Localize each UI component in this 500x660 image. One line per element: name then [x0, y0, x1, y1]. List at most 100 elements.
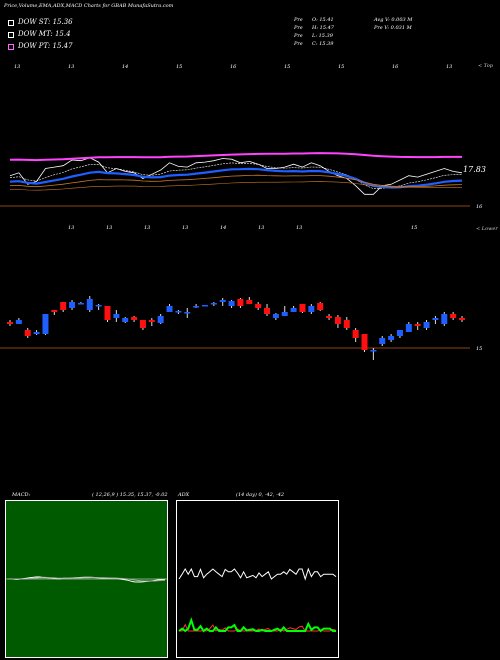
stat-high: H: 15.47: [312, 25, 334, 31]
adx-label: ADX: [178, 492, 190, 498]
candle-up: [157, 316, 164, 323]
candle-down: [450, 314, 457, 318]
ema-date-label: 16: [230, 64, 237, 70]
macd-chart: [6, 576, 167, 583]
candle-down: [317, 303, 324, 310]
candle-up: [228, 301, 235, 306]
candle-down: [24, 330, 31, 336]
candle-date-label: 13: [258, 225, 265, 231]
ema-date-label: 15: [284, 64, 291, 70]
candle-up: [15, 320, 22, 324]
candle-down: [334, 317, 341, 324]
ema-date-label: 15: [176, 64, 183, 70]
legend-pt: DOW PT: 15.47: [18, 42, 73, 50]
candle-up: [281, 312, 288, 316]
ema-date-label: 15: [338, 64, 345, 70]
candle-up: [193, 306, 200, 308]
macd-signal-line: [8, 577, 166, 582]
candle-down: [459, 318, 465, 320]
ema-price-line: [9, 157, 463, 195]
candle-right-top-label: 15: [411, 225, 418, 231]
adx-plus-di-line: [178, 617, 336, 633]
candle-down: [131, 317, 138, 320]
candle-date-label: 13: [182, 225, 189, 231]
candle-date-label: 13: [296, 225, 303, 231]
macd-params: ( 12,26,9 ) 15.35, 15.37, -0.02: [92, 492, 168, 498]
candle-up: [423, 322, 430, 328]
candle-chart: [0, 296, 470, 360]
candle-up: [441, 314, 448, 324]
candle-down: [148, 320, 155, 322]
candle-up: [42, 314, 49, 334]
candle-date-label: 13: [68, 225, 75, 231]
legend-mt: DOW MT: 15.4: [18, 30, 71, 38]
ema-date-label: 16: [392, 64, 399, 70]
candle-down: [60, 302, 67, 310]
legend-swatch-pt: [8, 44, 14, 50]
ema-price-label: 17.83: [463, 165, 486, 174]
candle-down: [352, 330, 359, 338]
candle-up: [184, 312, 191, 314]
candle-date-label: 13: [106, 225, 113, 231]
candle-down: [264, 308, 271, 314]
candle-up: [113, 314, 120, 318]
macd-panel: [5, 500, 168, 658]
candle-date-label: 14: [220, 225, 227, 231]
stat-close: C: 15.39: [312, 41, 334, 47]
ema-chart: [0, 152, 470, 207]
candle-up: [33, 332, 40, 334]
candle-down: [361, 334, 368, 350]
dow-pt-line: [9, 152, 462, 162]
candle-up: [370, 350, 377, 352]
candle-down: [104, 306, 111, 320]
adx-params: (14 day) 0, -42, -42: [236, 492, 285, 498]
ema-date-label: 13: [68, 64, 75, 70]
candle-down: [414, 324, 421, 326]
candle-down: [255, 304, 262, 308]
ema-40-line: [9, 181, 462, 191]
stat-pre-label-3: Pre: [294, 41, 303, 47]
ema-low-label: 16: [476, 204, 483, 210]
candle-up: [210, 303, 217, 305]
candle-up: [201, 305, 208, 307]
stat-pre-label-1: Pre: [294, 25, 303, 31]
candle-down: [7, 322, 13, 324]
candle-up: [396, 330, 403, 336]
candle-up: [122, 318, 129, 322]
legend-swatch-mt: [8, 32, 14, 38]
candle-up: [175, 311, 182, 313]
candle-down: [299, 304, 306, 312]
stat-avg-volume: Avg V: 0.003 M: [374, 17, 413, 23]
ema-date-label: 13: [14, 64, 21, 70]
adx-panel: [176, 500, 339, 658]
candle-up: [272, 314, 279, 318]
candle-up: [95, 305, 102, 307]
candle-down: [246, 300, 253, 304]
candle-up: [166, 306, 173, 312]
legend-swatch-st: [8, 20, 14, 26]
candle-up: [405, 324, 412, 332]
candle-up: [86, 299, 93, 310]
candle-down: [326, 316, 333, 318]
chart-title: Price,Volume,EMA,ADX,MACD Charts for GBA…: [4, 3, 174, 9]
adx-chart: [178, 567, 337, 633]
stat-open: O: 15.41: [312, 17, 334, 23]
candle-up: [379, 338, 386, 344]
candle-down: [139, 320, 146, 328]
candle-down: [51, 310, 58, 312]
stat-low: L: 15.39: [312, 33, 333, 39]
candle-up: [77, 303, 84, 305]
adx-line: [178, 567, 337, 581]
ema-20-line: [9, 174, 463, 188]
legend-st: DOW ST: 15.36: [18, 18, 73, 26]
candle-up: [69, 302, 76, 308]
candle-up: [290, 308, 297, 312]
candle-up: [219, 300, 226, 302]
candle-down: [343, 320, 350, 328]
candle-lower-label: < Lower: [476, 226, 498, 232]
ema-top-label: < Top: [478, 63, 493, 69]
ema-10-line: [9, 167, 463, 189]
ema-date-label: 14: [122, 64, 129, 70]
stat-pre-label-2: Pre: [294, 33, 303, 39]
stat-pre-label-0: Pre: [294, 17, 303, 23]
